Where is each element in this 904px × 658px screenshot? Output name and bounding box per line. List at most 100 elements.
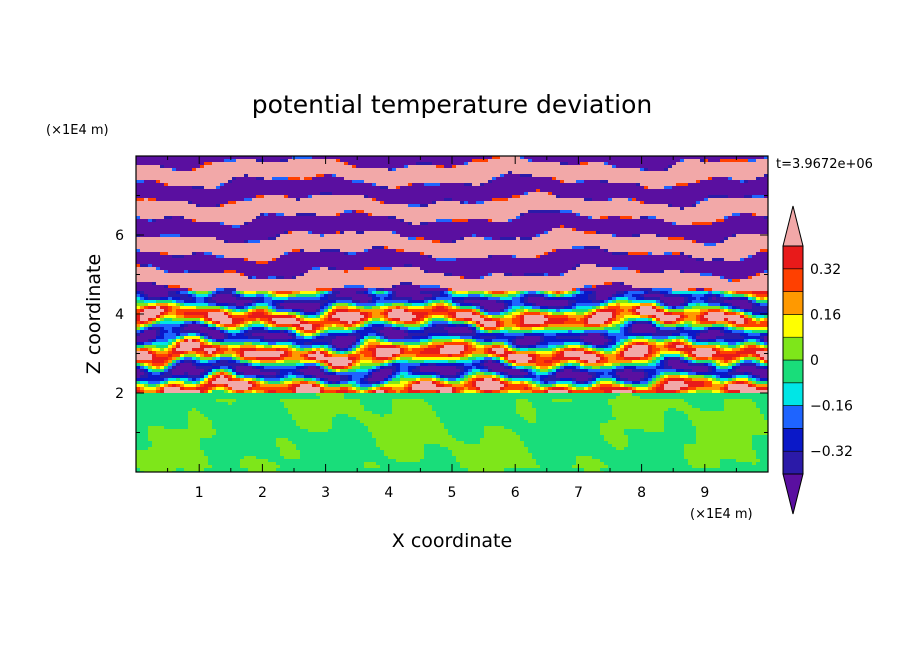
heatmap-cell	[628, 174, 633, 178]
heatmap-cell	[740, 174, 745, 178]
heatmap-cell	[596, 216, 601, 220]
heatmap-cell	[712, 210, 717, 214]
heatmap-cell	[564, 186, 569, 190]
heatmap-cell	[212, 168, 217, 172]
heatmap-cell	[596, 183, 601, 187]
heatmap-cell	[676, 174, 681, 178]
heatmap-cell	[508, 168, 513, 172]
heatmap-cell	[212, 234, 217, 238]
heatmap-cell	[140, 189, 145, 193]
heatmap-cell	[656, 189, 661, 193]
heatmap-cell	[632, 216, 637, 220]
heatmap-cell	[144, 234, 149, 238]
heatmap-cell	[364, 174, 369, 178]
heatmap-cell	[184, 222, 189, 226]
heatmap-cell	[692, 162, 697, 166]
heatmap-cell	[204, 174, 209, 178]
heatmap-cell	[204, 186, 209, 190]
heatmap-cell	[320, 180, 325, 184]
heatmap-cell	[304, 222, 309, 226]
heatmap-cell	[740, 165, 745, 169]
heatmap-cell	[384, 210, 389, 214]
heatmap-cell	[604, 213, 609, 217]
heatmap-cell	[400, 225, 405, 229]
heatmap-cell	[160, 234, 165, 238]
heatmap-cell	[756, 219, 761, 223]
heatmap-cell	[548, 156, 553, 160]
heatmap-cell	[192, 165, 197, 169]
heatmap-cell	[560, 201, 565, 205]
heatmap-cell	[192, 180, 197, 184]
heatmap-cell	[648, 189, 653, 193]
heatmap-cell	[264, 189, 269, 193]
heatmap-cell	[436, 186, 441, 190]
heatmap-cell	[360, 174, 365, 178]
heatmap-cell	[644, 213, 649, 217]
heatmap-cell	[288, 195, 293, 199]
heatmap-cell	[312, 246, 317, 250]
heatmap-cell	[476, 237, 481, 241]
heatmap-cell	[328, 210, 333, 214]
heatmap-cell	[160, 186, 165, 190]
heatmap-cell	[760, 240, 765, 244]
heatmap-cell	[184, 180, 189, 184]
heatmap-cell	[636, 177, 641, 181]
heatmap-cell	[328, 213, 333, 217]
heatmap-cell	[420, 231, 425, 235]
heatmap-cell	[144, 165, 149, 169]
heatmap-cell	[436, 198, 441, 202]
heatmap-cell	[660, 180, 665, 184]
heatmap-cell	[488, 171, 493, 175]
heatmap-cell	[256, 162, 261, 166]
heatmap-cell	[140, 231, 145, 235]
heatmap-cell	[372, 192, 377, 196]
heatmap-cell	[320, 174, 325, 178]
heatmap-cell	[516, 210, 521, 214]
heatmap-cell	[656, 195, 661, 199]
heatmap-cell	[524, 189, 529, 193]
heatmap-cell	[536, 180, 541, 184]
heatmap-cell	[224, 177, 229, 181]
heatmap-cell	[396, 183, 401, 187]
heatmap-cell	[660, 243, 665, 247]
heatmap-cell	[612, 186, 617, 190]
heatmap-cell	[164, 165, 169, 169]
heatmap-cell	[716, 171, 721, 175]
heatmap-cell	[700, 156, 705, 160]
heatmap-cell	[484, 174, 489, 178]
heatmap-cell	[144, 216, 149, 220]
heatmap-cell	[488, 192, 493, 196]
heatmap-cell	[624, 216, 629, 220]
heatmap-cell	[552, 219, 557, 223]
heatmap-cell	[396, 225, 401, 229]
heatmap-cell	[280, 183, 285, 187]
heatmap-cell	[420, 198, 425, 202]
chart-title: potential temperature deviation	[252, 90, 652, 119]
heatmap-cell	[296, 171, 301, 175]
heatmap-cell	[732, 243, 737, 247]
heatmap-cell	[660, 222, 665, 226]
heatmap-cell	[344, 195, 349, 199]
heatmap-cell	[644, 180, 649, 184]
heatmap-cell	[444, 156, 449, 160]
heatmap-cell	[524, 165, 529, 169]
heatmap-cell	[360, 240, 365, 244]
heatmap-cell	[384, 237, 389, 241]
heatmap-cell	[664, 231, 669, 235]
heatmap-cell	[736, 192, 741, 196]
heatmap-cell	[612, 198, 617, 202]
heatmap-cell	[372, 165, 377, 169]
heatmap-cell	[684, 162, 689, 166]
heatmap-cell	[428, 207, 433, 211]
heatmap-cell	[384, 192, 389, 196]
heatmap-cell	[752, 174, 757, 178]
heatmap-cell	[612, 207, 617, 211]
heatmap-cell	[712, 189, 717, 193]
heatmap-cell	[552, 201, 557, 205]
heatmap-cell	[648, 225, 653, 229]
heatmap-cell	[248, 162, 253, 166]
heatmap-cell	[472, 207, 477, 211]
heatmap-cell	[152, 231, 157, 235]
heatmap-cell	[528, 222, 533, 226]
heatmap-cell	[348, 210, 353, 214]
